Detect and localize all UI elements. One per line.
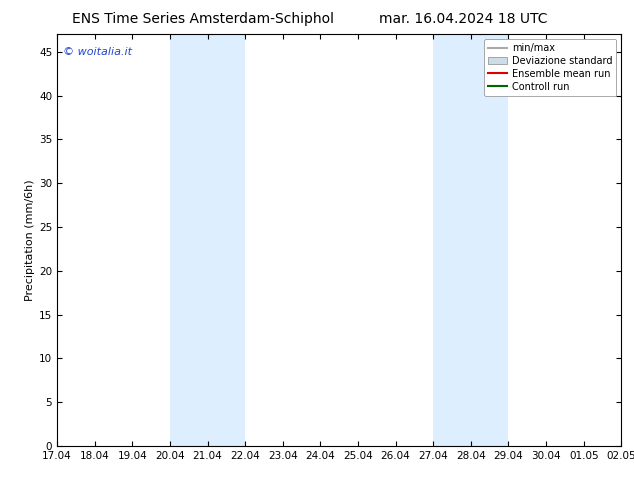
Bar: [433, 34, 508, 446]
Text: ENS Time Series Amsterdam-Schiphol: ENS Time Series Amsterdam-Schiphol: [72, 12, 334, 26]
Legend: min/max, Deviazione standard, Ensemble mean run, Controll run: min/max, Deviazione standard, Ensemble m…: [484, 39, 616, 96]
Bar: [170, 34, 245, 446]
Text: mar. 16.04.2024 18 UTC: mar. 16.04.2024 18 UTC: [378, 12, 547, 26]
Y-axis label: Precipitation (mm/6h): Precipitation (mm/6h): [25, 179, 35, 301]
Text: © woitalia.it: © woitalia.it: [63, 47, 132, 57]
